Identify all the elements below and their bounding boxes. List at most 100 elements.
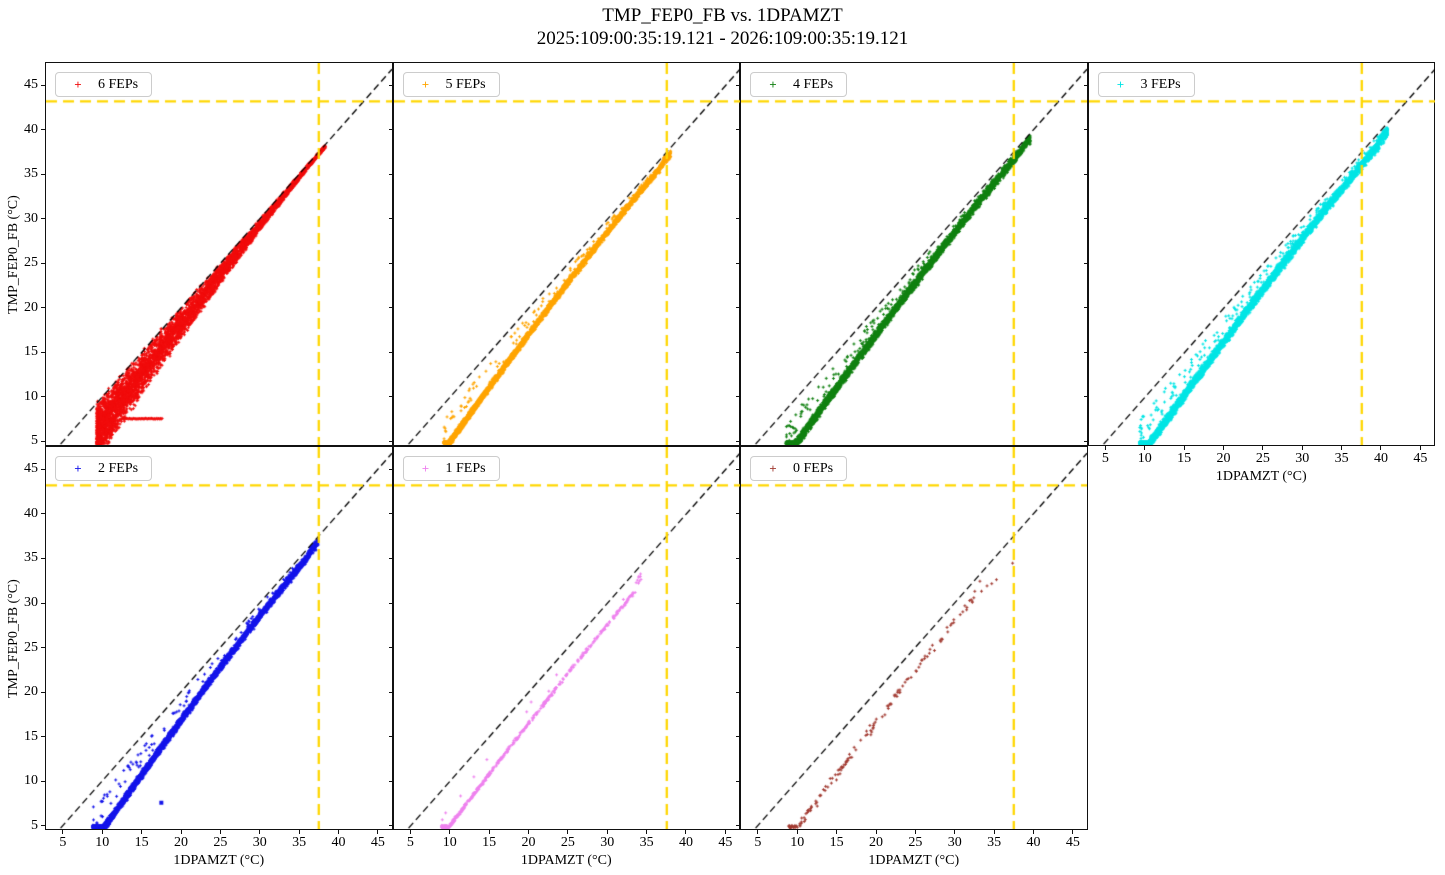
y-tick-mark xyxy=(388,396,393,398)
legend-3-feps: + 3 FEPs xyxy=(1097,72,1195,97)
x-tick-mark xyxy=(757,830,759,835)
y-tick-mark xyxy=(736,218,740,220)
y-tick-mark xyxy=(1083,129,1088,131)
x-tick-label: 35 xyxy=(1334,451,1349,466)
x-tick-mark xyxy=(1341,446,1343,450)
x-axis-label: 1DPAMZT (°C) xyxy=(868,853,960,869)
y-tick-mark xyxy=(41,468,45,470)
scatter-canvas-0-feps xyxy=(741,447,1087,830)
x-tick-label: 15 xyxy=(829,835,844,851)
y-tick-mark xyxy=(736,84,740,86)
panel-4-feps: + 4 FEPs xyxy=(736,62,1088,450)
y-tick-mark xyxy=(41,440,45,442)
x-tick-label: 5 xyxy=(1101,451,1109,466)
y-tick-mark xyxy=(736,307,740,309)
x-tick-label: 5 xyxy=(59,835,67,851)
y-tick-mark xyxy=(736,513,740,515)
panel-3-feps: + 3 FEPs 5 10 15 20 25 30 35 40 45 xyxy=(1083,62,1435,466)
x-tick-mark xyxy=(875,830,877,835)
y-tick-mark xyxy=(41,736,45,738)
x-tick-label: 25 xyxy=(908,835,923,851)
x-tick-label: 25 xyxy=(560,835,575,851)
x-tick-mark xyxy=(377,830,379,835)
legend-marker-1-feps: + xyxy=(421,461,430,477)
y-tick-mark xyxy=(388,84,393,86)
y-tick-mark xyxy=(736,351,740,353)
x-tick-mark xyxy=(1144,446,1146,450)
y-tick-label: 20 xyxy=(24,684,38,700)
y-tick-mark xyxy=(736,173,740,175)
x-tick-mark xyxy=(1072,830,1074,835)
legend-marker-5-feps: + xyxy=(421,77,430,92)
x-tick-label: 10 xyxy=(1137,451,1152,466)
x-tick-label: 20 xyxy=(869,835,883,851)
y-tick-label: 30 xyxy=(24,210,38,226)
x-tick-mark xyxy=(1104,446,1106,450)
x-tick-mark xyxy=(685,830,687,835)
x-tick-label: 40 xyxy=(1026,835,1041,851)
y-tick-mark xyxy=(736,780,740,782)
panel-1-feps: + 1 FEPs 5 10 15 20 25 30 35 40 45 xyxy=(388,446,740,850)
y-tick-mark xyxy=(41,602,45,604)
x-tick-mark xyxy=(1380,446,1382,450)
y-tick-label: 20 xyxy=(24,299,38,315)
x-tick-mark xyxy=(1223,446,1224,450)
y-axis-label: TMP_FEP0_FB (°C) xyxy=(6,579,21,698)
x-tick-mark xyxy=(180,830,182,835)
x-axis-label: 1DPAMZT (°C) xyxy=(173,853,265,869)
scatter-canvas-4-feps xyxy=(741,63,1087,445)
y-tick-mark xyxy=(736,129,740,131)
y-tick-mark xyxy=(1083,262,1088,264)
legend-2-feps: + 2 FEPs xyxy=(55,456,153,482)
x-tick-mark xyxy=(914,830,916,835)
x-tick-label: 40 xyxy=(331,835,346,851)
x-tick-mark xyxy=(488,830,490,835)
x-axis-label: 1DPAMZT (°C) xyxy=(520,853,612,869)
x-tick-mark xyxy=(646,830,648,835)
y-tick-mark xyxy=(41,647,45,649)
x-tick-label: 5 xyxy=(406,835,414,851)
legend-label-2-feps: 2 FEPs xyxy=(98,461,139,477)
x-tick-mark xyxy=(724,830,726,835)
y-tick-mark xyxy=(388,129,393,131)
x-axis-label: 1DPAMZT (°C) xyxy=(1215,469,1307,485)
legend-marker-3-feps: + xyxy=(1116,77,1125,92)
x-tick-mark xyxy=(449,830,451,835)
legend-5-feps: + 5 FEPs xyxy=(402,72,500,97)
y-tick-mark xyxy=(736,602,740,604)
y-tick-mark xyxy=(388,557,393,559)
x-tick-mark xyxy=(993,830,995,835)
x-tick-mark xyxy=(1301,446,1303,450)
figure-title: TMP_FEP0_FB vs. 1DPAMZT xyxy=(602,5,843,26)
x-tick-label: 35 xyxy=(292,835,307,851)
y-tick-mark xyxy=(1083,173,1088,175)
x-tick-label: 40 xyxy=(1373,451,1388,466)
panel-0-feps: + 0 FEPs 5 10 15 20 25 30 35 40 45 xyxy=(736,446,1088,850)
y-tick-mark xyxy=(388,173,393,175)
legend-label-3-feps: 3 FEPs xyxy=(1140,77,1181,92)
y-tick-mark xyxy=(41,396,45,398)
scatter-canvas-6-feps xyxy=(46,63,392,445)
legend-6-feps: + 6 FEPs xyxy=(55,72,153,97)
y-tick-mark xyxy=(388,825,393,827)
x-tick-mark xyxy=(1419,446,1421,450)
y-tick-label: 25 xyxy=(24,255,38,271)
y-tick-mark xyxy=(1083,396,1088,398)
x-tick-label: 15 xyxy=(1177,451,1192,466)
y-tick-mark xyxy=(388,468,393,470)
y-tick-mark xyxy=(41,557,45,559)
y-tick-mark xyxy=(388,736,393,738)
x-tick-mark xyxy=(141,830,143,835)
legend-1-feps: + 1 FEPs xyxy=(402,456,500,482)
x-tick-mark xyxy=(606,830,608,835)
scatter-canvas-1-feps xyxy=(393,447,740,830)
y-tick-label: 30 xyxy=(24,595,38,610)
x-tick-mark xyxy=(298,830,300,835)
x-tick-label: 35 xyxy=(639,835,654,851)
x-tick-label: 10 xyxy=(95,835,110,851)
y-tick-label: 25 xyxy=(24,639,38,655)
x-tick-label: 20 xyxy=(1216,451,1231,466)
y-tick-mark xyxy=(736,691,740,693)
x-tick-mark xyxy=(1262,446,1264,450)
x-tick-label: 45 xyxy=(370,835,385,851)
